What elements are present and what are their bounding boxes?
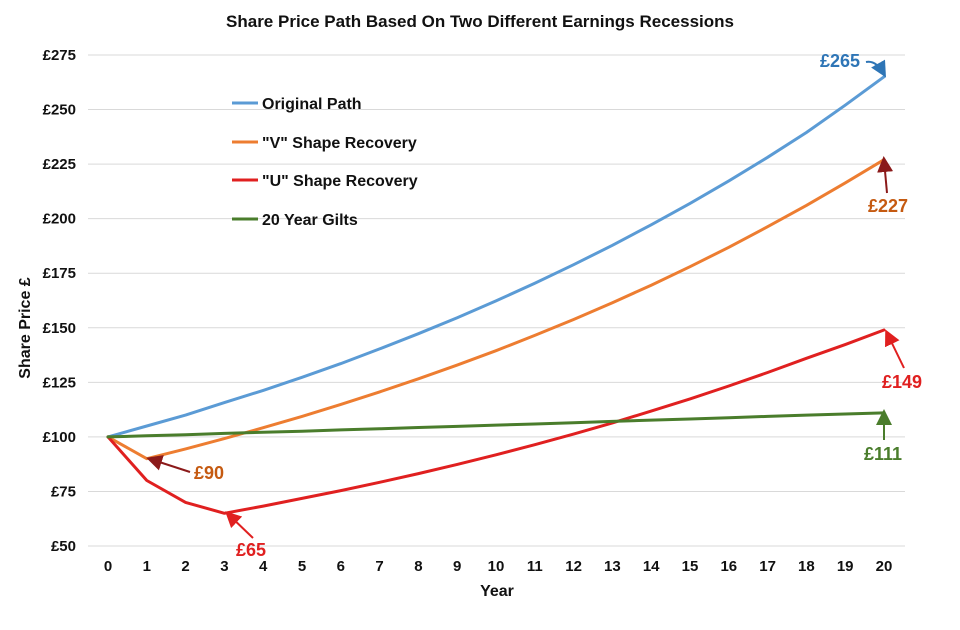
legend-label: "V" Shape Recovery bbox=[262, 135, 417, 152]
x-axis-label: Year bbox=[480, 583, 514, 600]
x-tick-label: 7 bbox=[375, 558, 383, 575]
series-lines bbox=[106, 75, 886, 515]
y-axis-label: Share Price £ bbox=[17, 277, 34, 379]
y-tick-label: £200 bbox=[43, 211, 76, 228]
callout-arrow bbox=[865, 59, 886, 78]
y-axis-ticks: £50 £75 £100 £125 £150 £175 £200 £225 £250 £275 bbox=[43, 47, 76, 555]
x-tick-label: 0 bbox=[104, 558, 112, 575]
legend: Original Path "V" Shape Recovery "U" Shape… bbox=[232, 96, 418, 229]
series-line-2 bbox=[106, 328, 886, 515]
legend-label: 20 Year Gilts bbox=[262, 212, 358, 229]
callout-label: £265 bbox=[820, 51, 860, 71]
x-tick-label: 16 bbox=[720, 558, 737, 575]
y-tick-label: £125 bbox=[43, 374, 76, 391]
x-tick-label: 14 bbox=[643, 558, 660, 575]
callout-label: £90 bbox=[194, 463, 224, 483]
callout-label: £149 bbox=[882, 372, 922, 392]
x-tick-label: 18 bbox=[798, 558, 815, 575]
y-tick-label: £250 bbox=[43, 102, 76, 119]
x-tick-label: 20 bbox=[876, 558, 893, 575]
x-tick-label: 8 bbox=[414, 558, 422, 575]
x-tick-label: 10 bbox=[488, 558, 505, 575]
y-tick-label: £50 bbox=[51, 538, 76, 555]
x-tick-label: 12 bbox=[565, 558, 582, 575]
x-tick-label: 17 bbox=[759, 558, 776, 575]
callout-arrow bbox=[225, 511, 254, 539]
x-tick-label: 2 bbox=[181, 558, 189, 575]
callout-label: £227 bbox=[868, 196, 908, 216]
gridlines bbox=[88, 54, 905, 547]
x-tick-label: 5 bbox=[298, 558, 306, 575]
series-line-1 bbox=[106, 158, 886, 461]
callout-arrow bbox=[885, 329, 905, 369]
x-axis-ticks: 0 1 2 3 4 5 6 7 8 9 10 11 12 13 14 15 16 17 18 19 20 bbox=[104, 558, 893, 575]
series-line-0 bbox=[106, 75, 886, 439]
legend-label: Original Path bbox=[262, 96, 362, 113]
x-tick-label: 19 bbox=[837, 558, 854, 575]
x-tick-label: 6 bbox=[337, 558, 345, 575]
y-tick-label: £225 bbox=[43, 156, 76, 173]
x-tick-label: 1 bbox=[143, 558, 151, 575]
x-tick-label: 3 bbox=[220, 558, 228, 575]
series-line-3 bbox=[106, 411, 886, 439]
y-tick-label: £175 bbox=[43, 265, 76, 282]
x-tick-label: 13 bbox=[604, 558, 621, 575]
legend-label: "U" Shape Recovery bbox=[262, 173, 418, 190]
y-tick-label: £100 bbox=[43, 429, 76, 446]
x-tick-label: 15 bbox=[682, 558, 699, 575]
x-tick-label: 11 bbox=[527, 558, 543, 575]
y-tick-label: £150 bbox=[43, 320, 76, 337]
x-tick-label: 4 bbox=[259, 558, 268, 575]
y-tick-label: £275 bbox=[43, 47, 76, 64]
callouts: £265 £227 £149 £111 £90 £65 bbox=[146, 51, 922, 560]
callout-label: £111 bbox=[864, 444, 902, 464]
chart-title: Share Price Path Based On Two Different … bbox=[226, 12, 734, 31]
callout-arrow bbox=[877, 156, 894, 194]
callout-label: £65 bbox=[236, 540, 266, 560]
x-tick-label: 9 bbox=[453, 558, 461, 575]
callout-arrow bbox=[146, 455, 191, 473]
y-tick-label: £75 bbox=[51, 483, 76, 500]
